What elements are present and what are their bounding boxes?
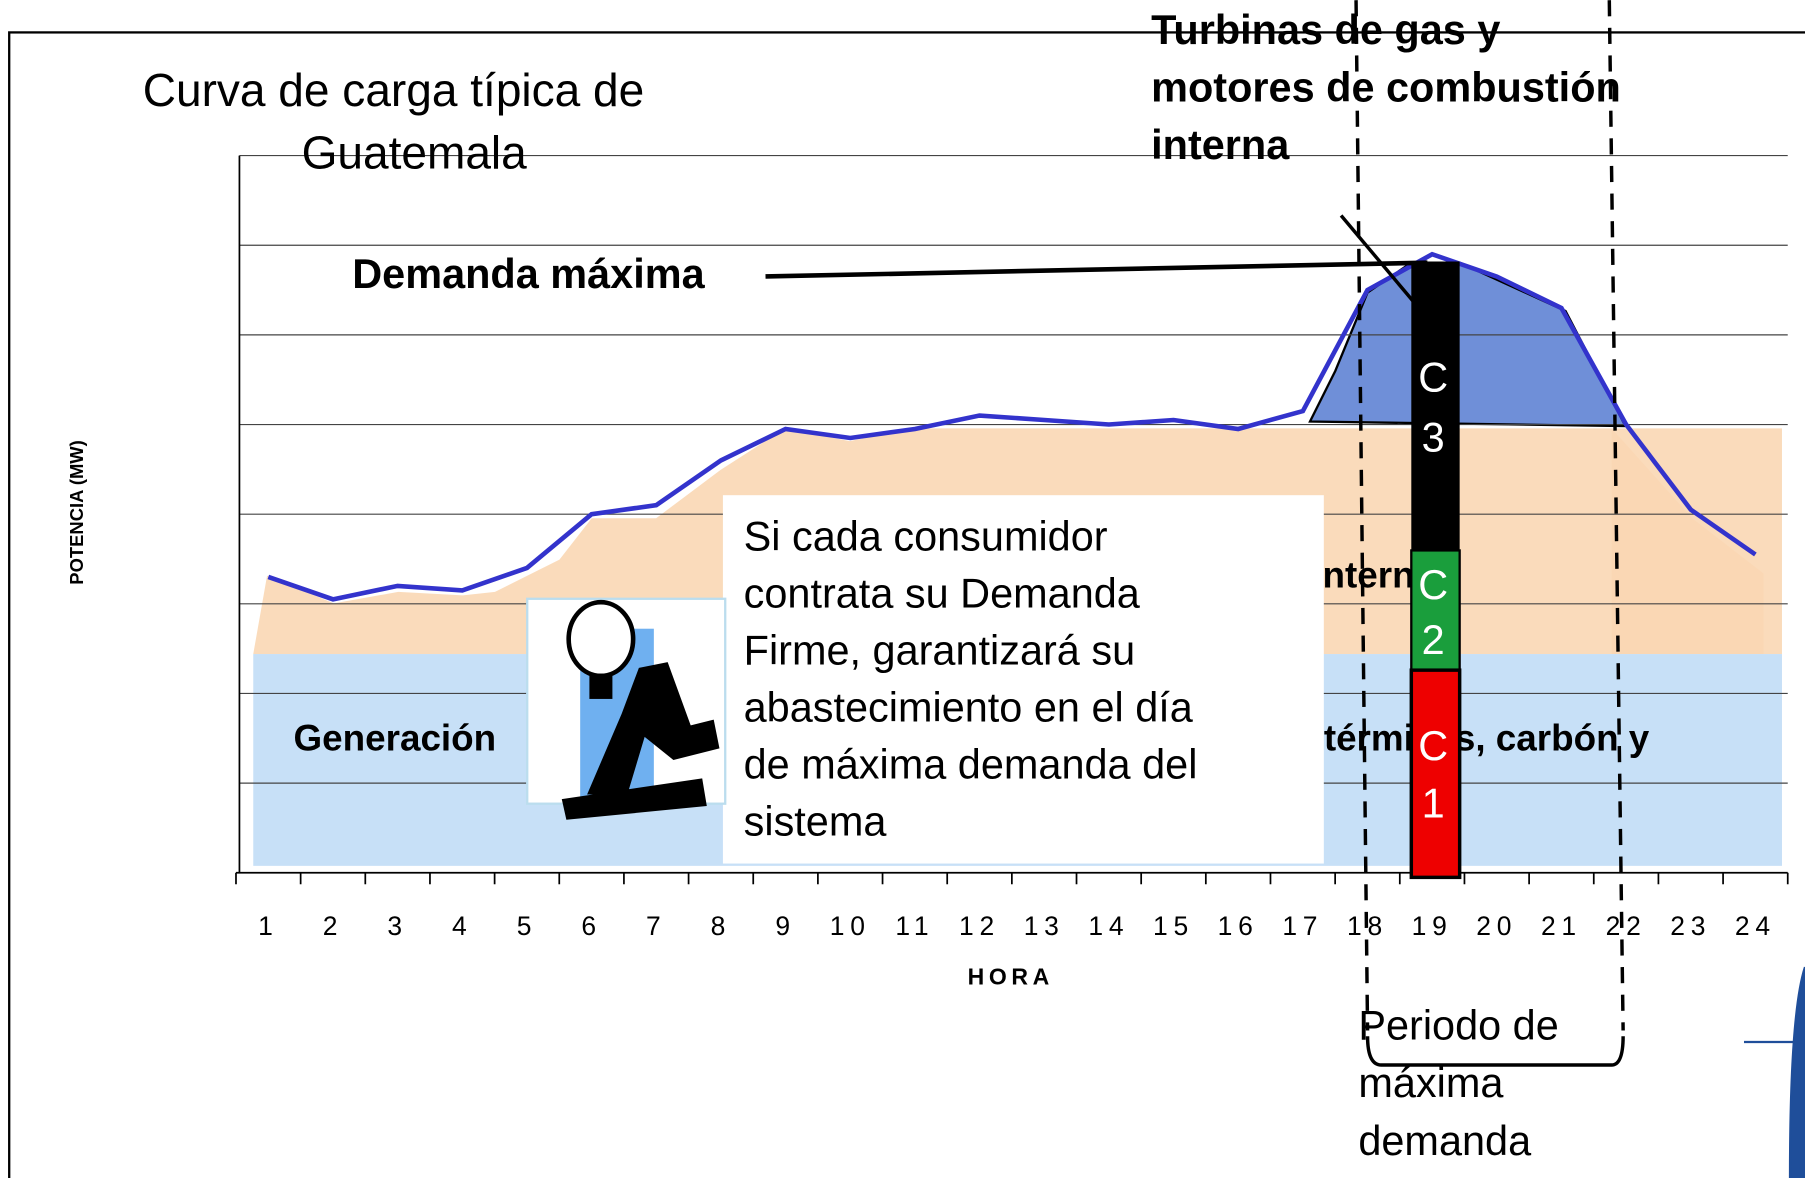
- bar-label: 1: [1422, 780, 1445, 827]
- period-line: [1607, 0, 1625, 1031]
- x-tick-label: 16: [1218, 911, 1259, 941]
- x-tick-label: 10: [830, 911, 871, 941]
- callout-line: Firme, garantizará su: [744, 626, 1136, 673]
- callout-line: abastecimiento en el día: [744, 683, 1194, 730]
- callout-line: Si cada consumidor: [744, 512, 1108, 559]
- peak-label: Demanda máxima: [352, 250, 705, 297]
- icon-figure: [561, 662, 720, 820]
- x-tick-label: 4: [452, 911, 472, 941]
- y-axis-label: POTENCIA (MW): [66, 440, 87, 585]
- period-bracket: [1365, 1036, 1625, 1067]
- x-tick-label: 24: [1735, 911, 1776, 941]
- x-axis-label: HORA: [968, 963, 1054, 989]
- bar-label: C: [1418, 354, 1448, 401]
- turbines-line: Turbinas de gas y: [1151, 6, 1500, 53]
- turbines-pointer: [1339, 214, 1415, 303]
- period-line: [1354, 0, 1370, 1031]
- area-mid-tail: [1611, 428, 1764, 655]
- callout-text: Si cada consumidor contrata su Demanda Fir…: [744, 512, 1198, 844]
- x-tick-label: 15: [1153, 911, 1194, 941]
- x-tick-label: 7: [646, 911, 666, 941]
- x-tick-label: 12: [959, 911, 1000, 941]
- x-ticks: 123456789101112131415161718192021222324: [235, 872, 1789, 941]
- demand-line: [267, 251, 1757, 602]
- callout-line: sistema: [744, 797, 888, 844]
- x-tick-label: 14: [1088, 911, 1129, 941]
- x-tick-label: 21: [1541, 911, 1582, 941]
- icon-bulb-base: [589, 673, 613, 699]
- callout-line: de máxima demanda del: [744, 740, 1198, 787]
- x-tick-label: 8: [711, 911, 731, 941]
- x-tick-label: 6: [581, 911, 601, 941]
- bar-c2: [1410, 549, 1461, 672]
- bar-label: 3: [1422, 413, 1445, 460]
- callout-box: [722, 495, 1324, 864]
- x-tick-label: 13: [1024, 911, 1065, 941]
- x-tick-label: 5: [517, 911, 537, 941]
- x-tick-label: 11: [895, 911, 934, 941]
- x-tick-label: 23: [1670, 911, 1711, 941]
- period-label: máxima: [1358, 1059, 1504, 1106]
- x-tick-label: 3: [387, 911, 407, 941]
- bar-label: 2: [1422, 616, 1445, 663]
- x-tick-label: 17: [1282, 911, 1323, 941]
- icon-bulb: [566, 599, 636, 679]
- callout-line: contrata su Demanda: [744, 569, 1141, 616]
- title-line: Curva de carga típica de: [143, 64, 645, 116]
- bar-label: C: [1418, 722, 1448, 769]
- x-tick-label: 20: [1476, 911, 1517, 941]
- bar-c3: [1411, 261, 1460, 551]
- x-tick-label: 9: [775, 911, 795, 941]
- title-line: Guatemala: [302, 126, 528, 178]
- turbines-line: interna: [1151, 121, 1290, 168]
- x-tick-label: 22: [1606, 911, 1647, 941]
- bar-c1: [1409, 668, 1462, 880]
- x-tick-label: 1: [258, 911, 278, 941]
- period-label: Periodo de: [1358, 1002, 1558, 1049]
- x-tick-label: 19: [1412, 911, 1453, 941]
- x-tick-label: 2: [323, 911, 343, 941]
- turbines-line: motores de combustión: [1151, 63, 1621, 110]
- period-label: demanda: [1358, 1117, 1532, 1164]
- thermal-label: térmicas, carbón y: [1324, 718, 1650, 759]
- peak-pointer: [765, 260, 1428, 279]
- base-label: Generación: [294, 718, 497, 759]
- bar-label: C: [1418, 561, 1448, 608]
